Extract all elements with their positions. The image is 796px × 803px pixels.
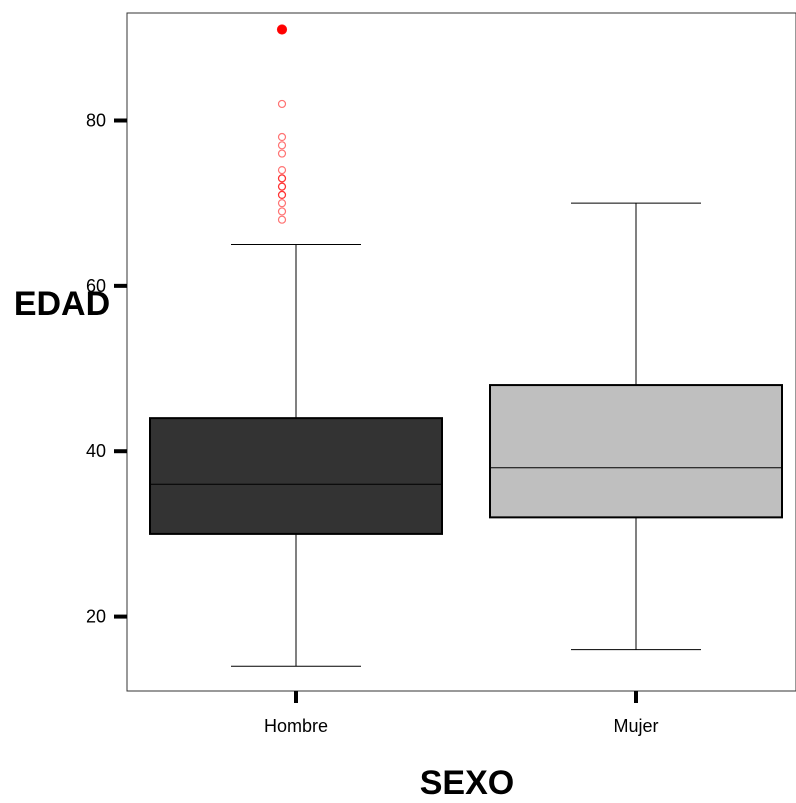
x-tick-label: Mujer [613,716,658,736]
outlier-point [277,190,287,200]
box-hombre [149,244,443,667]
outlier-point [277,141,287,150]
plot-panel [126,12,796,692]
x-tick-label: Hombre [264,716,328,736]
box-iqr [149,417,443,535]
y-tick-label: 40 [86,441,106,461]
outlier-point [277,215,287,224]
y-axis: 20 40 60 80 [86,110,127,627]
outlier-point [276,24,288,35]
outlier-point [277,132,287,142]
outlier-point [277,165,287,175]
x-axis-title: SEXO [420,764,514,802]
y-tick-label: 20 [86,607,106,627]
outlier-point [277,199,287,208]
box-iqr [489,384,783,519]
outlier-point [277,174,287,183]
outliers-layer [276,24,288,224]
y-tick-label: 80 [86,110,106,130]
boxes-layer [149,202,783,667]
outlier-point [277,207,287,216]
outlier-point [277,149,287,158]
x-axis: Hombre Mujer [264,691,659,736]
outlier-point [277,99,287,109]
box-mujer [489,202,783,651]
y-axis-title: EDAD [14,285,110,323]
outlier-point [277,182,287,191]
y-tick-label: 60 [86,276,106,296]
